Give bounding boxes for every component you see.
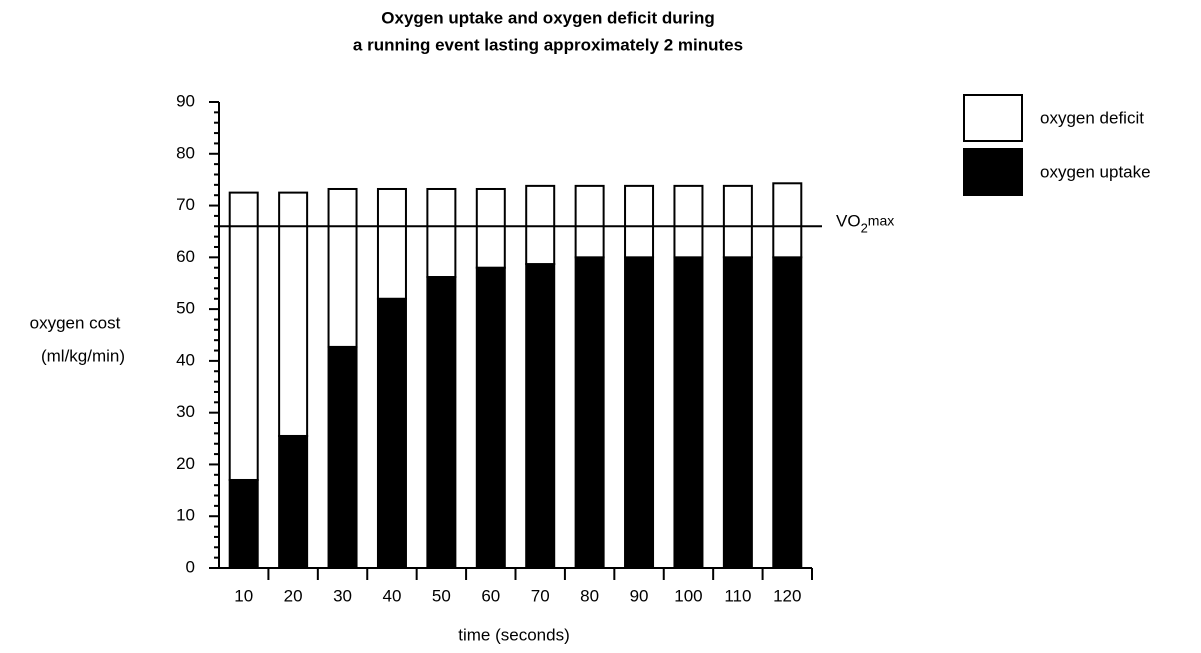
x-tick-label: 50 (432, 586, 451, 605)
y-tick-label: 30 (176, 402, 195, 421)
bar-segment (327, 187, 358, 348)
y-axis-label: (ml/kg/min) (41, 346, 125, 365)
bar-segment (228, 191, 259, 481)
x-tick-label: 100 (674, 586, 702, 605)
x-tick-label: 110 (724, 586, 751, 605)
y-tick-label: 80 (176, 143, 195, 162)
reference-label-part: VO (836, 212, 861, 231)
chart-title: a running event lasting approximately 2 … (353, 35, 743, 54)
y-tick-label: 20 (176, 454, 195, 473)
bar-segment (376, 297, 407, 569)
legend-label: oxygen deficit (1040, 108, 1144, 127)
bar-segment (624, 256, 655, 569)
chart-title: Oxygen uptake and oxygen deficit during (381, 8, 714, 27)
bar-segment (574, 256, 605, 569)
y-tick-label: 10 (176, 506, 195, 525)
reference-label-part: 2 (861, 221, 868, 236)
bar-segment (376, 187, 407, 300)
legend-label: oxygen uptake (1040, 162, 1151, 181)
bar-segment (426, 187, 457, 279)
x-tick-label: 70 (531, 586, 550, 605)
x-tick-label: 60 (481, 586, 500, 605)
bar-segment (772, 256, 803, 569)
y-tick-label: 70 (176, 195, 195, 214)
y-tick-label: 0 (186, 557, 195, 576)
bar-segment (772, 182, 803, 259)
x-axis-label: time (seconds) (458, 625, 569, 644)
bar-segment (624, 184, 655, 259)
x-tick-label: 20 (284, 586, 303, 605)
reference-label-part: max (868, 212, 894, 228)
y-tick-label: 90 (176, 91, 195, 110)
bar-segment (722, 256, 753, 569)
y-tick-label: 60 (176, 247, 195, 266)
legend-swatch (963, 148, 1023, 196)
legend-swatch (963, 94, 1023, 142)
y-tick-label: 50 (176, 299, 195, 318)
bar-segment (525, 184, 556, 266)
x-tick-label: 10 (234, 586, 253, 605)
bar-segment (574, 184, 605, 259)
x-tick-label: 40 (382, 586, 401, 605)
bar-segment (673, 184, 704, 259)
bar-segment (278, 434, 309, 570)
bar-segment (327, 345, 358, 569)
bar-segment (228, 478, 259, 570)
bar-segment (475, 187, 506, 269)
y-axis-label: oxygen cost (30, 313, 121, 332)
x-tick-label: 120 (773, 586, 801, 605)
bar-segment (525, 263, 556, 569)
reference-label: VO2max (836, 212, 894, 236)
bar-segment (673, 256, 704, 569)
bar-segment (475, 266, 506, 569)
x-tick-label: 80 (580, 586, 599, 605)
x-tick-label: 30 (333, 586, 352, 605)
bar-segment (722, 184, 753, 259)
bar-segment (278, 191, 309, 437)
bar-segment (426, 276, 457, 569)
x-tick-label: 90 (630, 586, 649, 605)
y-tick-label: 40 (176, 350, 195, 369)
